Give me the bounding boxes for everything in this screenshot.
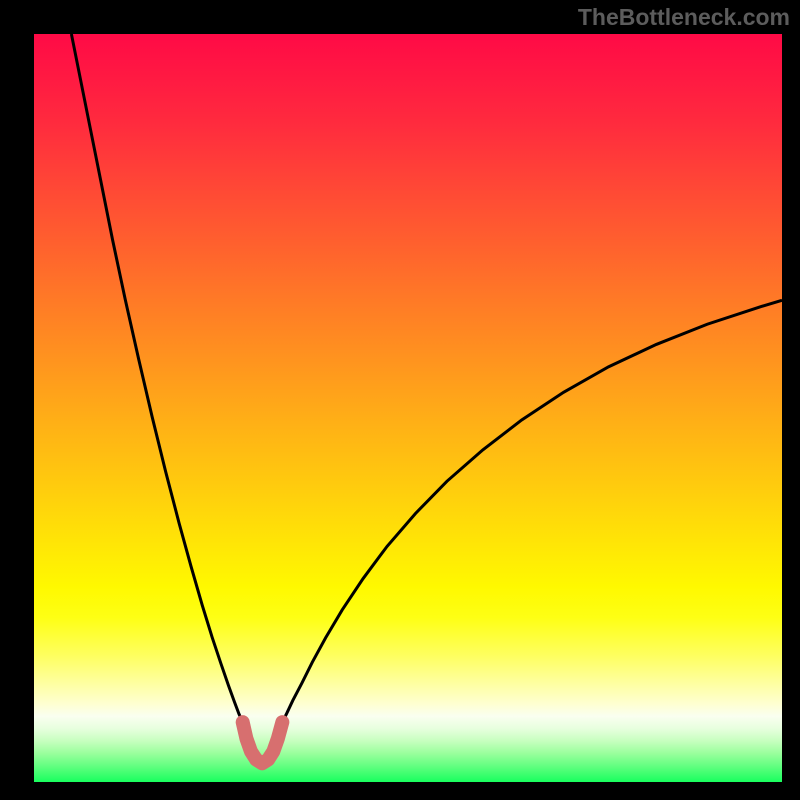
plot-svg [34,34,782,782]
plot-area [34,34,782,782]
chart-frame: TheBottleneck.com [0,0,800,800]
watermark-text: TheBottleneck.com [578,4,790,31]
gradient-background [34,34,782,782]
